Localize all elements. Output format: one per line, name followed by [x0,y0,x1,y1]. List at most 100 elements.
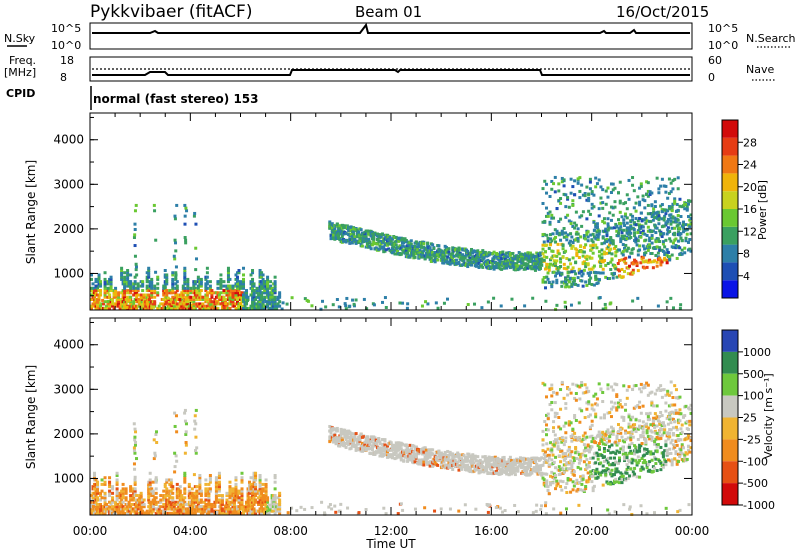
power-cell [147,273,151,277]
power-cell [269,306,273,310]
power-cell [650,229,654,233]
velocity-cell [136,500,140,504]
power-cell [686,215,690,219]
power-cell [418,251,422,255]
velocity-cell [153,451,157,455]
velocity-cell [483,456,487,460]
velocity-cell [240,502,244,506]
power-cell [398,244,402,248]
power-cell [635,263,639,267]
power-cell [671,245,675,249]
power-cell [456,253,460,257]
power-cell [590,256,594,260]
power-cell [189,300,193,304]
velocity-cell [154,502,158,506]
power-cell [424,247,428,251]
power-cell [662,224,666,228]
power-cell [261,286,265,290]
velocity-cell [147,494,151,498]
power-cell [412,251,416,255]
velocity-cell [175,491,179,495]
power-cell [660,210,664,214]
power-cell [602,250,606,254]
power-cell [186,302,190,306]
velocity-cell [187,502,191,506]
power-cell [93,286,97,290]
power-cell [255,304,259,308]
power-cell [559,201,563,205]
power-cell [533,259,537,263]
power-cell [192,302,196,306]
power-cell [240,304,244,308]
velocity-cell [178,489,182,493]
power-cell [624,201,628,205]
power-cell [601,206,605,210]
power-cell [594,176,598,180]
velocity-cell [103,502,107,506]
power-cell [129,300,133,304]
power-cell [194,222,198,226]
power-cell [638,186,642,190]
power-cell [266,295,270,299]
power-cell [169,291,173,295]
velocity-cell [202,500,206,504]
power-cell [330,226,334,230]
power-cell [668,255,672,259]
power-cell [160,297,164,301]
power-cell [616,234,620,238]
power-cell [106,302,110,306]
power-cell [664,212,668,216]
velocity-cell [168,500,172,504]
power-cell [622,218,626,222]
power-cell [264,284,268,288]
velocity-cell [213,511,217,515]
power-cell [675,256,679,260]
velocity-cell [228,507,232,511]
velocity-cell [114,502,118,506]
power-cell [135,304,139,308]
power-cell [636,239,640,243]
power-cell [619,237,623,241]
cpid-text: normal (fast stereo) 153 [93,92,259,106]
power-cell [404,249,408,253]
power-cell [585,217,589,221]
power-cell [535,257,539,261]
power-cell [656,251,660,255]
power-cell [601,201,605,205]
velocity-cell [198,473,202,477]
power-cell [634,240,638,244]
power-cell [235,284,239,288]
power-cell [129,284,133,288]
velocity-cell [162,494,166,498]
power-cell [541,278,545,282]
power-cell [228,289,232,293]
velocity-cell [231,507,235,511]
power-cell [162,289,166,293]
power-cell [475,261,479,265]
velocity-cell [255,509,259,513]
power-cell [590,192,594,196]
velocity-cell [178,494,182,498]
velocity-cell [93,507,97,511]
power-cell [631,299,635,303]
power-cell [132,289,136,293]
velocity-cell [431,452,435,456]
power-cell [138,302,142,306]
power-cell [162,284,166,288]
velocity-cell [240,487,244,491]
velocity-cell [196,507,200,511]
power-cell [567,285,571,289]
power-cell [186,293,190,297]
velocity-cell [192,507,196,511]
power-cell [261,280,265,284]
power-cell [560,180,564,184]
power-cell [683,246,687,250]
power-cell [570,270,574,274]
velocity-cell [237,505,241,509]
velocity-cell [208,502,212,506]
velocity-cell [402,459,406,463]
power-cell [133,209,137,213]
power-cell [337,230,341,234]
power-cell [594,243,598,247]
power-cell [117,291,121,295]
